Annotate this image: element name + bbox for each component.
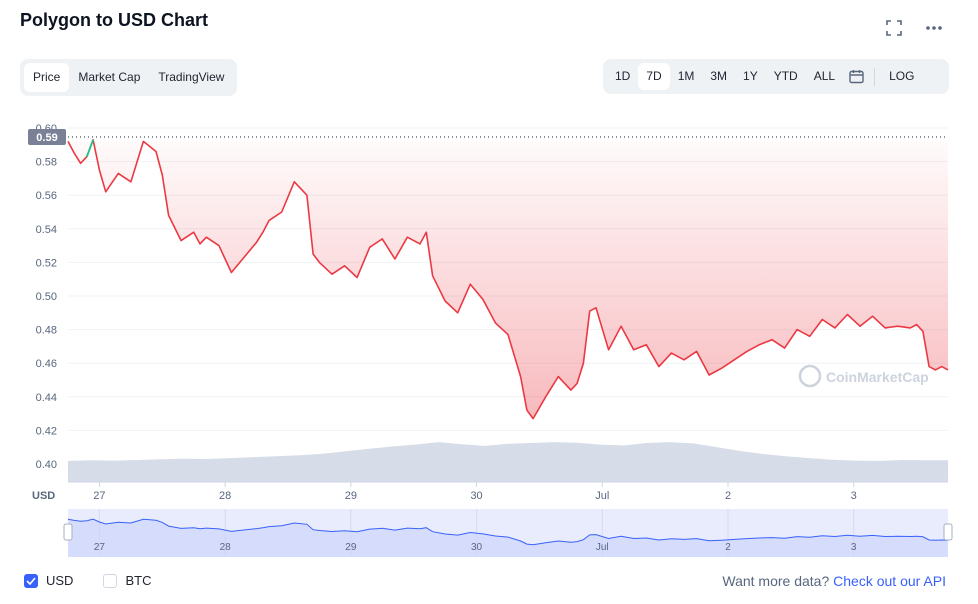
top-actions bbox=[884, 18, 944, 38]
price-line-path bbox=[67, 139, 949, 420]
navigator-tick-label: 3 bbox=[851, 542, 857, 553]
current-price-badge bbox=[28, 129, 66, 145]
y-tick-label: 0.58 bbox=[36, 157, 57, 169]
api-promo-text: Want more data? bbox=[722, 573, 830, 589]
x-tick-label: Jul bbox=[595, 490, 609, 502]
navigator-tick-label: Jul bbox=[596, 542, 609, 553]
y-axis-unit: USD bbox=[32, 490, 55, 502]
range-3m[interactable]: 3M bbox=[710, 69, 728, 83]
range-selector: 1D 7D 1M 3M 1Y YTD ALL LOG bbox=[603, 59, 949, 94]
y-tick-label: 0.54 bbox=[36, 224, 57, 236]
x-tick-label: 27 bbox=[93, 490, 105, 502]
y-tick-label: 0.56 bbox=[36, 190, 57, 202]
navigator-area bbox=[68, 519, 948, 557]
price-area bbox=[68, 139, 948, 419]
tab-price[interactable]: Price bbox=[24, 63, 70, 92]
x-tick-label: 29 bbox=[345, 490, 357, 502]
check-icon bbox=[26, 576, 36, 585]
x-tick-label: 2 bbox=[725, 490, 731, 502]
navigator-left-handle[interactable] bbox=[63, 523, 73, 541]
btc-label: BTC bbox=[125, 573, 152, 588]
y-axis-ticks: 0.40 0.42 0.44 0.46 0.48 0.50 0.52 0.54 0.56 0.58… bbox=[36, 123, 57, 471]
navigator-tick-label: 2 bbox=[725, 542, 731, 553]
more-icon[interactable] bbox=[924, 18, 944, 38]
x-tick-label: 3 bbox=[851, 490, 857, 502]
y-tick-label: 0.48 bbox=[36, 325, 57, 337]
navigator-tick-label: 28 bbox=[220, 542, 232, 553]
x-tick-label: 30 bbox=[470, 490, 482, 502]
y-tick-label: 0.52 bbox=[36, 257, 57, 269]
price-line bbox=[67, 139, 949, 420]
navigator-tick-label: 29 bbox=[345, 542, 357, 553]
watermark-text: CoinMarketCap bbox=[826, 369, 929, 385]
tab-market-cap[interactable]: Market Cap bbox=[78, 70, 141, 84]
usd-label: USD bbox=[46, 573, 74, 588]
volume-shape bbox=[68, 442, 948, 482]
tab-tradingview[interactable]: TradingView bbox=[158, 70, 225, 84]
range-1y[interactable]: 1Y bbox=[743, 69, 758, 83]
range-7d[interactable]: 7D bbox=[638, 63, 670, 90]
navigator-right-handle[interactable] bbox=[943, 523, 953, 541]
y-tick-label: 0.46 bbox=[36, 358, 57, 370]
range-divider bbox=[874, 67, 876, 86]
log-toggle[interactable]: LOG bbox=[889, 69, 915, 83]
page-title: Polygon to USD Chart bbox=[20, 10, 208, 30]
current-price-value: 0.59 bbox=[36, 132, 57, 144]
y-tick-label: 0.44 bbox=[36, 392, 57, 404]
chart-type-tabs: Price Market Cap TradingView bbox=[20, 59, 238, 96]
price-area-fill bbox=[68, 139, 948, 419]
y-tick-label: 0.42 bbox=[36, 425, 57, 437]
y-tick-label: 0.40 bbox=[36, 459, 57, 471]
api-link[interactable]: Check out our API bbox=[833, 573, 946, 589]
range-all[interactable]: ALL bbox=[813, 69, 836, 83]
navigator-tick-label: 30 bbox=[471, 542, 483, 553]
range-ytd[interactable]: YTD bbox=[773, 69, 798, 83]
x-axis-ticks: 27 28 29 30 Jul 2 3 bbox=[93, 482, 857, 502]
navigator-tick-label: 27 bbox=[94, 542, 106, 553]
price-line-up-segment bbox=[86, 139, 94, 157]
series-legend: USD BTC bbox=[24, 573, 151, 588]
volume-area bbox=[68, 442, 948, 482]
navigator: 27 28 29 30 Jul 2 3 bbox=[63, 509, 953, 557]
y-tick-label: 0.50 bbox=[36, 291, 57, 303]
x-tick-label: 28 bbox=[219, 490, 231, 502]
fullscreen-icon[interactable] bbox=[884, 18, 904, 38]
watermark: CoinMarketCap bbox=[798, 364, 929, 388]
usd-checkbox[interactable] bbox=[24, 573, 38, 588]
calendar-icon[interactable] bbox=[843, 63, 870, 90]
btc-checkbox[interactable] bbox=[103, 573, 118, 588]
navigator-line bbox=[67, 518, 949, 546]
api-promo: Want more data? Check out our API bbox=[722, 573, 946, 589]
range-1m[interactable]: 1M bbox=[677, 69, 695, 83]
range-1d[interactable]: 1D bbox=[615, 69, 631, 83]
